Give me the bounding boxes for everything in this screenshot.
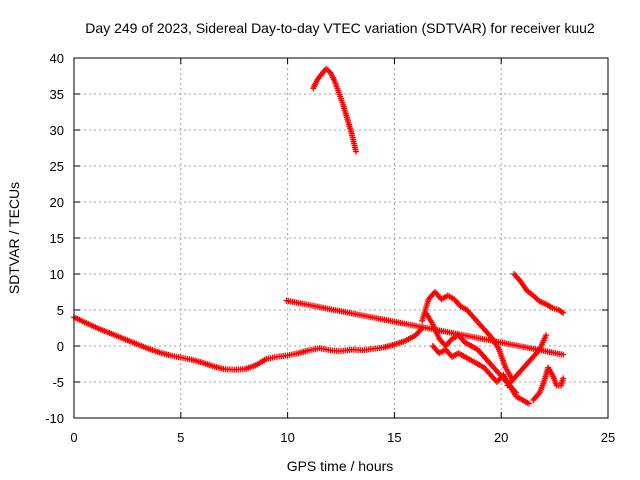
series-afternoon-lower <box>429 343 532 407</box>
y-tick-label: -10 <box>45 411 64 426</box>
data-point <box>352 148 359 155</box>
y-tick-label: 5 <box>57 303 64 318</box>
data-point <box>560 351 567 358</box>
y-tick-label: 40 <box>50 51 64 66</box>
series-midday-arc <box>310 65 359 155</box>
x-tick-label: 15 <box>387 430 401 445</box>
series-baseline <box>71 314 426 373</box>
y-axis-label: SDTVAR / TECUs <box>6 182 22 294</box>
data-points <box>71 65 567 407</box>
series-isolated <box>283 297 567 358</box>
data-point <box>543 332 550 339</box>
series-late-bottom <box>530 364 567 403</box>
x-tick-label: 5 <box>177 430 184 445</box>
y-tick-label: 0 <box>57 339 64 354</box>
data-point <box>560 375 567 382</box>
series-late-top <box>511 271 567 316</box>
data-point <box>560 309 567 316</box>
x-tick-label: 25 <box>601 430 615 445</box>
y-tick-label: -5 <box>52 375 64 390</box>
y-tick-label: 30 <box>50 123 64 138</box>
x-axis-label: GPS time / hours <box>287 458 394 474</box>
axis-ticks: 0 5 10 15 20 25 -10 -5 0 5 10 15 20 25 30 35 40 <box>45 51 615 445</box>
y-tick-label: 25 <box>50 159 64 174</box>
x-tick-label: 10 <box>280 430 294 445</box>
y-tick-label: 10 <box>50 267 64 282</box>
y-tick-label: 15 <box>50 231 64 246</box>
x-tick-label: 0 <box>70 430 77 445</box>
y-tick-label: 20 <box>50 195 64 210</box>
data-point <box>525 400 532 407</box>
y-tick-label: 35 <box>50 87 64 102</box>
x-tick-label: 20 <box>494 430 508 445</box>
chart-title: Day 249 of 2023, Sidereal Day-to-day VTE… <box>85 20 595 36</box>
